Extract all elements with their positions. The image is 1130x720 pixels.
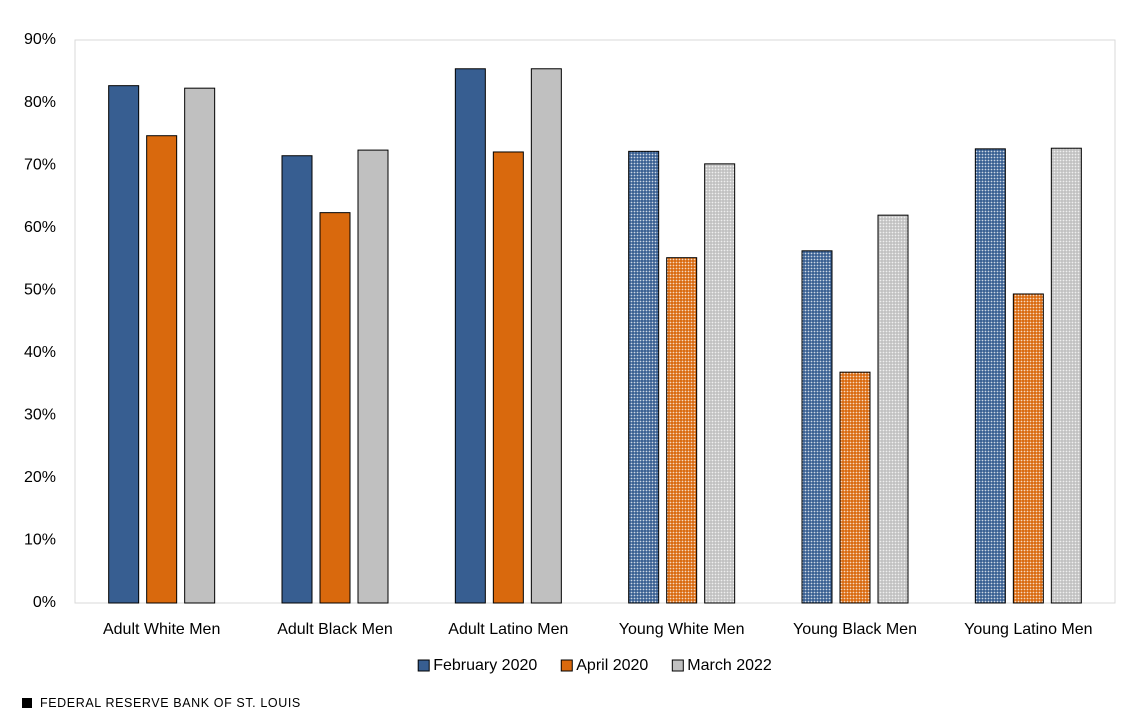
- y-tick-label: 90%: [24, 31, 56, 48]
- footer: FEDERAL RESERVE BANK OF ST. LOUIS: [40, 696, 301, 710]
- bar: [1050, 147, 1082, 604]
- bar: [704, 163, 736, 604]
- legend-label: February 2020: [433, 657, 537, 674]
- x-tick-label: Adult Black Men: [277, 621, 393, 638]
- bar: [492, 151, 524, 604]
- bar: [319, 212, 351, 604]
- legend-swatch: [560, 659, 573, 672]
- legend-label: April 2020: [576, 657, 648, 674]
- legend: February 2020 April 2020 March 2022: [417, 657, 772, 674]
- bar: [839, 371, 871, 604]
- y-tick-label: 50%: [24, 281, 56, 298]
- y-tick-label: 60%: [24, 219, 56, 236]
- legend-label: March 2022: [687, 657, 772, 674]
- y-tick-label: 80%: [24, 94, 56, 111]
- bar: [454, 68, 486, 604]
- y-tick-label: 70%: [24, 156, 56, 173]
- x-tick-label: Adult Latino Men: [448, 621, 568, 638]
- x-tick-label: Adult White Men: [103, 621, 220, 638]
- legend-swatch: [671, 659, 684, 672]
- x-tick-label: Young Black Men: [793, 621, 917, 638]
- bar: [108, 85, 140, 604]
- y-tick-label: 40%: [24, 344, 56, 361]
- bar: [184, 87, 216, 604]
- y-tick-label: 20%: [24, 469, 56, 486]
- y-tick-label: 30%: [24, 407, 56, 424]
- bar: [1012, 293, 1044, 604]
- legend-swatch: [417, 659, 430, 672]
- x-tick-label: Young White Men: [619, 621, 745, 638]
- y-tick-label: 0%: [33, 594, 56, 611]
- y-tick-label: 10%: [24, 532, 56, 549]
- bar: [628, 150, 660, 604]
- bar: [877, 214, 909, 604]
- bar: [281, 155, 313, 604]
- plot-frame: [74, 39, 1116, 604]
- x-tick-label: Young Latino Men: [964, 621, 1092, 638]
- bar: [530, 68, 562, 604]
- bar: [146, 135, 178, 604]
- bar: [974, 148, 1006, 604]
- bar: [357, 149, 389, 604]
- footer-icon: [22, 698, 32, 708]
- bar: [801, 250, 833, 604]
- bar: [666, 257, 698, 604]
